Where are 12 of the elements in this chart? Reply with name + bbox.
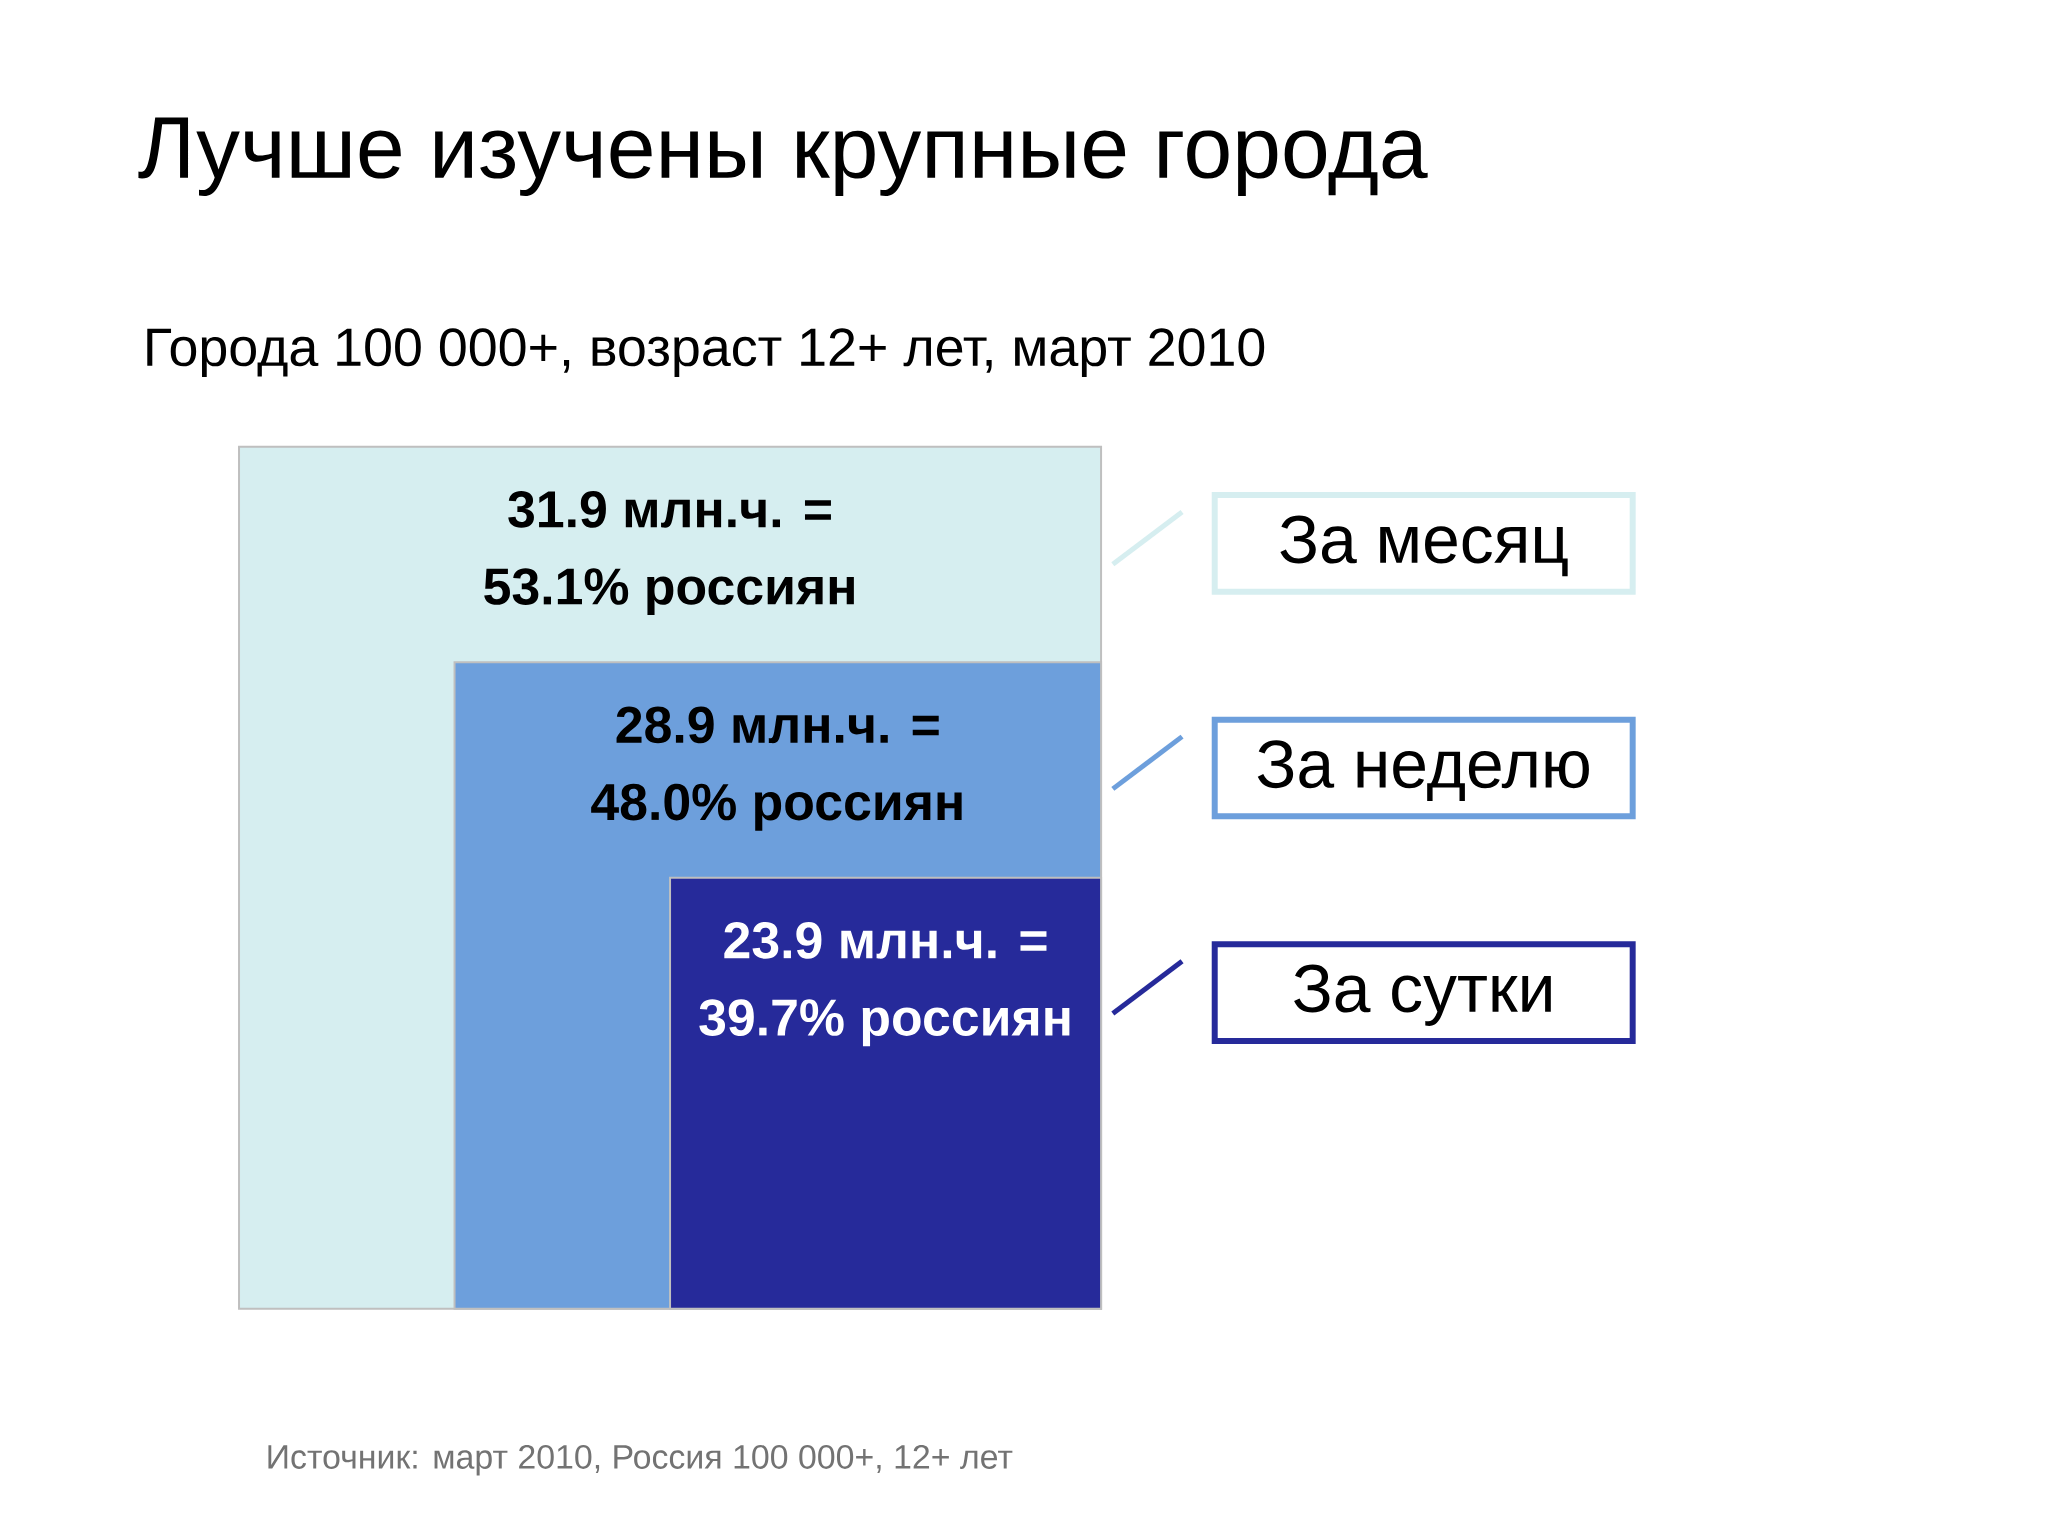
category-label: За сутки [1294,964,1551,1026]
data-label: 48.0% россиян [591,783,962,831]
data-label: 28.9 млн.ч. = [616,706,939,744]
data-label: 23.9 млн.ч. = [724,922,1047,959]
text: Города 100 000+, возраст 12+ лет, март 2010 [147,328,1265,377]
category-label: За месяц [1280,515,1568,577]
data-label: 31.9 млн.ч. = [508,490,831,528]
text: Источник: март 2010, Россия 100 000+, 12+ лет [268,1444,1013,1476]
category-label: За неделю [1257,740,1589,801]
data-label: 39.7% россиян [699,999,1070,1047]
text: Лучше изучены крупные города [138,117,1428,196]
data-label: 53.1% россиян [484,568,854,616]
